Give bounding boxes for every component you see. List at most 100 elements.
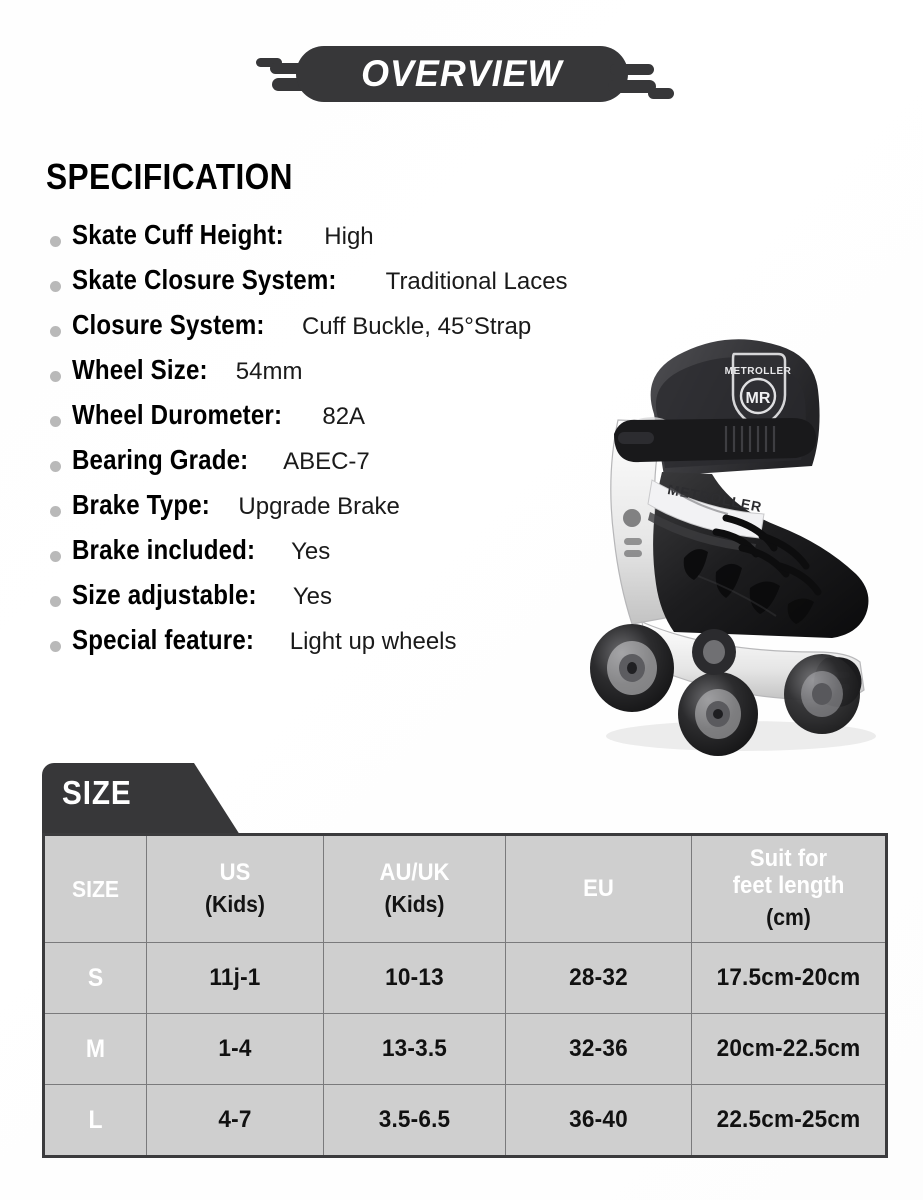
bullet-icon	[50, 281, 61, 292]
cell-us: 4-7	[146, 1084, 324, 1157]
spec-label: Skate Cuff Height:	[72, 219, 284, 250]
spec-value: Yes	[291, 538, 331, 565]
specification-heading: SPECIFICATION	[46, 156, 293, 197]
cell-auuk: 13-3.5	[323, 1013, 506, 1085]
cell-size: S	[43, 942, 147, 1014]
overview-title-pill: OVERVIEW	[296, 46, 628, 102]
cell-eu: 36-40	[505, 1084, 692, 1157]
cell-feet-length: 17.5cm-20cm	[691, 942, 887, 1014]
banner-dash-left-top	[256, 58, 282, 67]
spec-label: Brake Type:	[72, 489, 210, 520]
bullet-icon	[50, 236, 61, 247]
spec-label: Brake included:	[72, 534, 256, 565]
size-table: SIZE US (Kids) AU/UK (Kids) EU Suit for	[42, 833, 888, 1158]
header-suit-line1: Suit for	[749, 845, 828, 873]
eu-value: 28-32	[569, 964, 628, 991]
feet-length-value: 17.5cm-20cm	[716, 964, 861, 991]
header-auuk-label: AU/UK	[379, 858, 450, 886]
spec-row: Brake Type: Upgrade Brake	[46, 489, 666, 534]
header-cell-feet-length: Suit for feet length (cm)	[691, 834, 887, 943]
cell-auuk: 10-13	[323, 942, 506, 1014]
banner-bar-left-upper	[270, 63, 314, 74]
brand-monogram: MR	[746, 390, 771, 407]
header-us-sub: (Kids)	[205, 890, 265, 917]
overview-banner: OVERVIEW	[0, 46, 923, 118]
header-cell-auuk: AU/UK (Kids)	[323, 834, 506, 943]
spec-row: Skate Cuff Height: High	[46, 219, 666, 264]
cell-us: 1-4	[146, 1013, 324, 1085]
cell-eu: 28-32	[505, 942, 692, 1014]
spec-row: Size adjustable: Yes	[46, 579, 666, 624]
spec-label: Bearing Grade:	[72, 444, 249, 475]
product-image: METROLLER MR METROLLER	[566, 322, 896, 762]
spec-label: Skate Closure System:	[72, 264, 337, 295]
auuk-value: 13-3.5	[381, 1035, 448, 1062]
eu-value: 36-40	[569, 1106, 628, 1133]
table-header-row: SIZE US (Kids) AU/UK (Kids) EU Suit for	[43, 834, 887, 943]
spec-label: Closure System:	[72, 309, 265, 340]
spec-label: Wheel Size:	[72, 354, 208, 385]
us-value: 4-7	[218, 1106, 252, 1133]
header-eu-label: EU	[583, 874, 614, 902]
bullet-icon	[50, 551, 61, 562]
spec-value: 82A	[322, 403, 366, 430]
header-cell-eu: EU	[505, 834, 692, 943]
bullet-icon	[50, 506, 61, 517]
header-size-label: SIZE	[71, 875, 120, 902]
bullet-icon	[50, 461, 61, 472]
spec-label: Special feature:	[72, 624, 255, 655]
spec-row: Brake included: Yes	[46, 534, 666, 579]
us-value: 11j-1	[209, 964, 261, 991]
table-row: L 4-7 3.5-6.5 36-40 22.5cm-25cm	[43, 1084, 887, 1157]
spec-row: Wheel Durometer: 82A	[46, 399, 666, 444]
header-cell-us: US (Kids)	[146, 834, 324, 943]
bullet-icon	[50, 416, 61, 427]
cell-feet-length: 20cm-22.5cm	[691, 1013, 887, 1085]
banner-dash-right-bottom	[648, 88, 674, 99]
spec-row: Bearing Grade: ABEC-7	[46, 444, 666, 489]
size-value: S	[87, 963, 104, 992]
spec-value: Yes	[292, 583, 332, 610]
spec-value: Light up wheels	[289, 628, 457, 655]
spec-label: Size adjustable:	[72, 579, 257, 610]
spec-value: Upgrade Brake	[238, 493, 400, 520]
spec-value: Cuff Buckle, 45°Strap	[301, 313, 532, 340]
eu-value: 32-36	[569, 1035, 628, 1062]
us-value: 1-4	[218, 1035, 252, 1062]
overview-title: OVERVIEW	[361, 52, 563, 94]
cell-eu: 32-36	[505, 1013, 692, 1085]
specification-list: Skate Cuff Height: High Skate Closure Sy…	[46, 219, 666, 669]
header-us-label: US	[219, 858, 251, 886]
bullet-icon	[50, 326, 61, 337]
bullet-icon	[50, 371, 61, 382]
table-row: S 11j-1 10-13 28-32 17.5cm-20cm	[43, 942, 887, 1014]
banner-bar-right-lower	[608, 80, 656, 93]
spec-value: ABEC-7	[283, 448, 370, 475]
spec-row: Wheel Size: 54mm	[46, 354, 666, 399]
brand-logo-text: METROLLER	[725, 366, 792, 377]
header-suit-line2: feet length	[732, 872, 845, 900]
cell-auuk: 3.5-6.5	[323, 1084, 506, 1157]
spec-value: High	[324, 223, 374, 250]
auuk-value: 10-13	[385, 964, 444, 991]
spec-row: Closure System: Cuff Buckle, 45°Strap	[46, 309, 666, 354]
spec-row: Special feature: Light up wheels	[46, 624, 666, 669]
cell-size: L	[43, 1084, 147, 1157]
spec-value: Traditional Laces	[385, 268, 568, 295]
header-suit-sub: (cm)	[766, 904, 811, 931]
bullet-icon	[50, 641, 61, 652]
cell-us: 11j-1	[146, 942, 324, 1014]
header-auuk-sub: (Kids)	[384, 890, 445, 917]
feet-length-value: 20cm-22.5cm	[716, 1035, 861, 1062]
auuk-value: 3.5-6.5	[378, 1106, 451, 1133]
spec-row: Skate Closure System: Traditional Laces	[46, 264, 666, 309]
cell-feet-length: 22.5cm-25cm	[691, 1084, 887, 1157]
size-chart: SIZE US (Kids) AU/UK (Kids) EU Suit for	[42, 833, 888, 1158]
cell-size: M	[43, 1013, 147, 1085]
spec-label: Wheel Durometer:	[72, 399, 283, 430]
size-section-label: SIZE	[62, 774, 132, 811]
size-value: L	[88, 1105, 103, 1134]
header-cell-size: SIZE	[43, 834, 147, 943]
banner-bar-right-upper	[610, 64, 654, 75]
